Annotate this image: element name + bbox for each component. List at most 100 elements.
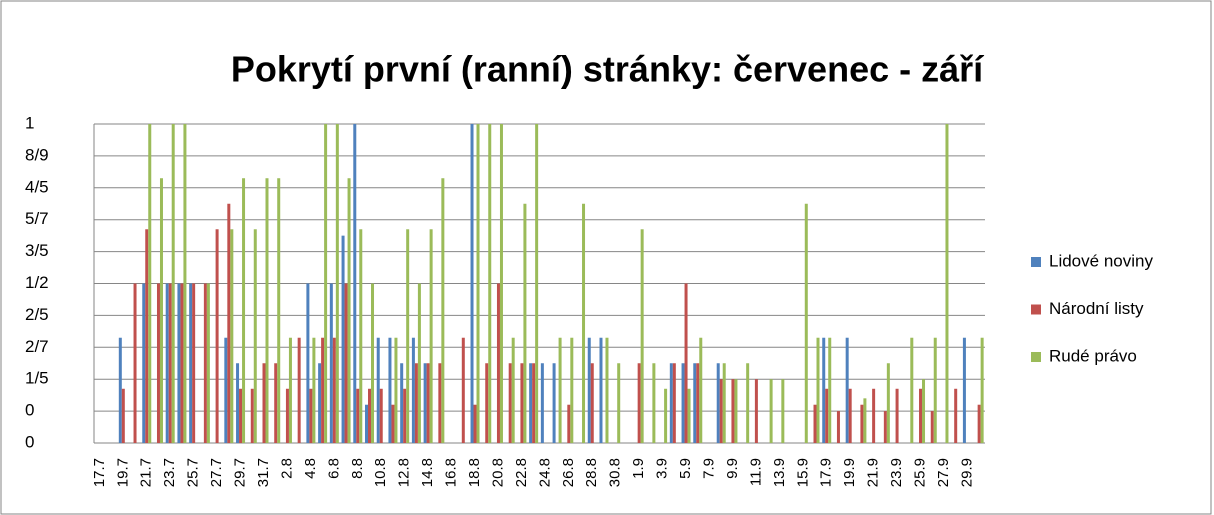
y-tick-label: 1/5 bbox=[25, 369, 49, 388]
bar bbox=[617, 363, 621, 443]
x-tick-label: 4.8 bbox=[302, 458, 319, 479]
bar bbox=[954, 388, 958, 443]
bar bbox=[312, 337, 316, 443]
bar bbox=[769, 379, 773, 443]
x-tick-label: 21.7 bbox=[138, 458, 155, 487]
bar bbox=[886, 363, 890, 443]
bar bbox=[148, 124, 152, 443]
y-tick-label: 1/2 bbox=[25, 273, 49, 292]
x-tick-label: 22.8 bbox=[513, 458, 530, 487]
y-tick-label: 3/5 bbox=[25, 241, 49, 260]
x-tick-label: 19.7 bbox=[114, 458, 131, 487]
x-tick-label: 7.9 bbox=[700, 458, 717, 479]
y-tick-label: 8/9 bbox=[25, 145, 49, 164]
bar bbox=[860, 404, 864, 443]
bar bbox=[133, 283, 137, 443]
x-tick-label: 23.7 bbox=[161, 458, 178, 487]
legend-swatch bbox=[1031, 257, 1041, 267]
x-tick-label: 19.9 bbox=[841, 458, 858, 487]
bar bbox=[535, 124, 539, 443]
bar bbox=[605, 337, 609, 443]
bar bbox=[470, 124, 474, 443]
bar bbox=[570, 337, 574, 443]
bar bbox=[520, 363, 524, 443]
bar bbox=[368, 388, 372, 443]
x-tick-label: 9.9 bbox=[724, 458, 741, 479]
bar bbox=[895, 388, 899, 443]
bar bbox=[192, 283, 196, 443]
bar bbox=[816, 337, 820, 443]
x-tick-label: 29.9 bbox=[958, 458, 975, 487]
x-tick-label: 2.8 bbox=[278, 458, 295, 479]
bar bbox=[872, 388, 876, 443]
bar bbox=[344, 283, 348, 443]
bar bbox=[180, 283, 184, 443]
bar bbox=[230, 229, 234, 443]
bar bbox=[400, 363, 404, 443]
bar bbox=[980, 337, 984, 443]
bar bbox=[423, 363, 427, 443]
bar bbox=[822, 337, 826, 443]
bar bbox=[540, 363, 544, 443]
x-tick-label: 24.8 bbox=[536, 458, 553, 487]
x-tick-label: 5.9 bbox=[677, 458, 694, 479]
bar bbox=[828, 337, 832, 443]
bar bbox=[376, 337, 380, 443]
bar bbox=[203, 283, 207, 443]
x-tick-label: 16.8 bbox=[443, 458, 460, 487]
bar bbox=[118, 337, 122, 443]
bar bbox=[242, 178, 246, 444]
bar bbox=[324, 124, 328, 443]
y-tick-label: 2/7 bbox=[25, 337, 49, 356]
bar bbox=[335, 124, 339, 443]
bar bbox=[227, 203, 231, 443]
bar bbox=[523, 203, 527, 443]
x-tick-label: 23.9 bbox=[888, 458, 905, 487]
bar bbox=[496, 283, 500, 443]
bar bbox=[359, 229, 363, 443]
bar bbox=[274, 363, 278, 443]
bar bbox=[863, 398, 867, 443]
bar bbox=[558, 337, 562, 443]
x-tick-label: 27.7 bbox=[208, 458, 225, 487]
bar bbox=[746, 363, 750, 443]
legend-swatch bbox=[1031, 352, 1041, 362]
x-tick-label: 10.8 bbox=[372, 458, 389, 487]
bar bbox=[962, 337, 966, 443]
y-tick-label: 0 bbox=[25, 401, 34, 420]
x-tick-label: 17.9 bbox=[818, 458, 835, 487]
bar bbox=[329, 283, 333, 443]
bar bbox=[734, 379, 738, 443]
bar bbox=[288, 337, 292, 443]
bar bbox=[930, 411, 934, 443]
bar bbox=[825, 388, 829, 443]
bar bbox=[353, 124, 357, 443]
bar bbox=[582, 203, 586, 443]
bar bbox=[499, 124, 503, 443]
y-tick-label: 2/5 bbox=[25, 305, 49, 324]
bar bbox=[145, 229, 149, 443]
bar bbox=[681, 363, 685, 443]
bar bbox=[919, 388, 923, 443]
bar bbox=[306, 283, 310, 443]
bar bbox=[277, 178, 281, 444]
bar bbox=[669, 363, 673, 443]
bar bbox=[672, 363, 676, 443]
bar bbox=[687, 388, 691, 443]
bar bbox=[848, 388, 852, 443]
x-tick-label: 21.9 bbox=[865, 458, 882, 487]
bar bbox=[236, 363, 240, 443]
bar bbox=[716, 363, 720, 443]
x-tick-label: 26.8 bbox=[560, 458, 577, 487]
legend-label: Lidové noviny bbox=[1049, 251, 1153, 270]
bar bbox=[417, 283, 421, 443]
bar bbox=[637, 363, 641, 443]
bar bbox=[224, 337, 228, 443]
bar bbox=[265, 178, 269, 444]
bar bbox=[391, 404, 395, 443]
bar bbox=[321, 337, 325, 443]
bar bbox=[977, 404, 981, 443]
bar bbox=[168, 283, 172, 443]
x-tick-label: 31.7 bbox=[255, 458, 272, 487]
